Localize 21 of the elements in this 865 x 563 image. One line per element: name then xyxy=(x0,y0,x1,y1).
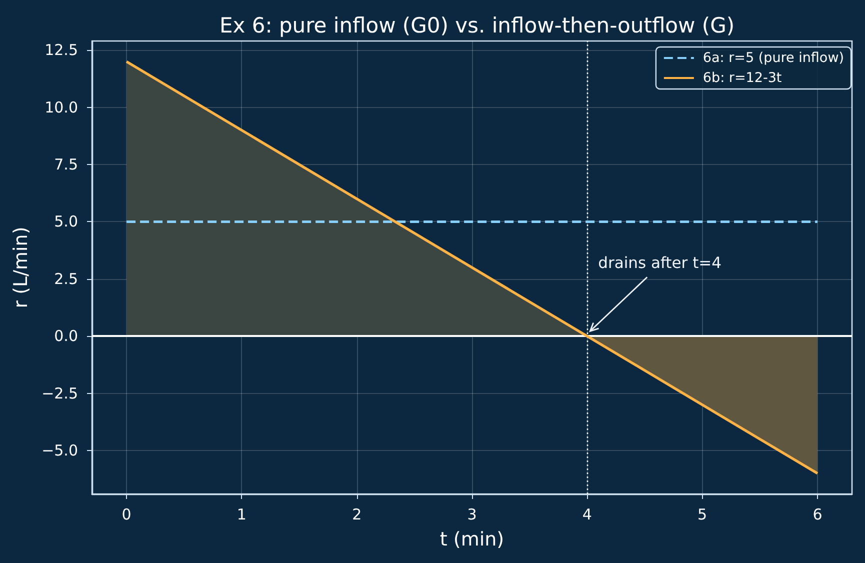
y-tick-label: 12.5 xyxy=(44,41,78,60)
x-tick-label: 4 xyxy=(582,506,592,524)
x-axis-title: t (min) xyxy=(440,528,504,550)
y-axis-title: r (L/min) xyxy=(10,226,32,308)
y-tick-label: 10.0 xyxy=(44,98,78,116)
y-tick-label: 2.5 xyxy=(54,270,78,288)
x-tick-label: 3 xyxy=(467,506,477,524)
legend-label: 6b: r=12-3t xyxy=(702,70,782,86)
x-tick-label: 5 xyxy=(698,506,708,524)
annotation: drains after t=4 xyxy=(598,254,722,272)
y-tick-label: 5.0 xyxy=(54,212,78,231)
legend-label: 6a: r=5 (pure inflow) xyxy=(702,50,844,66)
y-tick-label: 0.0 xyxy=(54,327,78,346)
x-tick-label: 6 xyxy=(812,506,822,524)
x-tick-label: 2 xyxy=(352,506,362,524)
y-tick-label: −2.5 xyxy=(42,384,78,402)
x-tick-label: 1 xyxy=(236,506,246,524)
chart-title: Ex 6: pure inflow (G0) vs. inflow-then-outflow (G) xyxy=(219,14,735,38)
y-tick-label: 7.5 xyxy=(54,156,78,174)
x-tick-label: 0 xyxy=(122,506,132,524)
y-tick-label: −5.0 xyxy=(42,442,78,460)
